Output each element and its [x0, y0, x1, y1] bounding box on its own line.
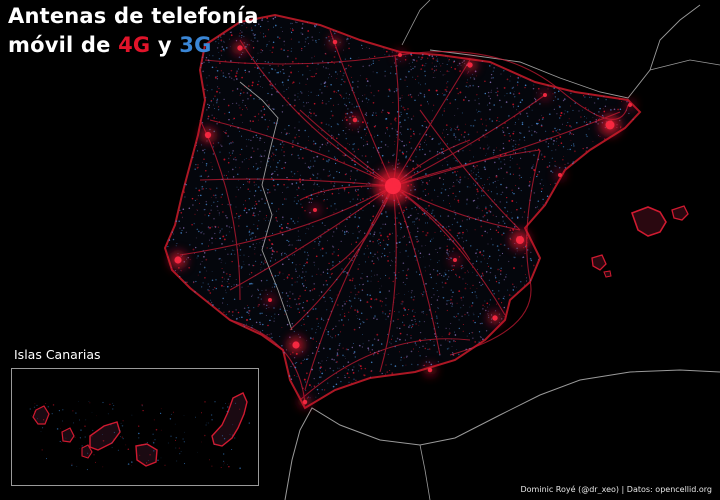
- inset-label: Islas Canarias: [14, 347, 101, 362]
- balearic-islands: [591, 205, 689, 278]
- canary-inset-frame: [11, 368, 259, 486]
- road-network: [179, 29, 629, 406]
- canary-points: [29, 401, 250, 471]
- title-3g-term: 3G: [179, 33, 212, 57]
- title-line-2: móvil de 4G y 3G: [8, 31, 259, 60]
- france-coast: [401, 0, 720, 71]
- map-title: Antenas de telefonía móvil de 4G y 3G: [8, 2, 259, 60]
- title-prefix: móvil de: [8, 33, 119, 57]
- canary-islands: [32, 392, 248, 467]
- title-connector: y: [150, 33, 180, 57]
- portugal-spain-border: [239, 81, 293, 331]
- france-border: [429, 4, 701, 99]
- map-credit: Dominic Royé (@dr_xeo) | Datos: opencell…: [520, 485, 713, 494]
- title-line-1: Antenas de telefonía: [8, 4, 259, 28]
- city-cores: [174, 39, 632, 405]
- north-africa-coastline: [284, 369, 720, 500]
- 3g-points: [167, 16, 634, 399]
- title-4g-term: 4G: [118, 33, 151, 57]
- morocco-border: [419, 444, 431, 500]
